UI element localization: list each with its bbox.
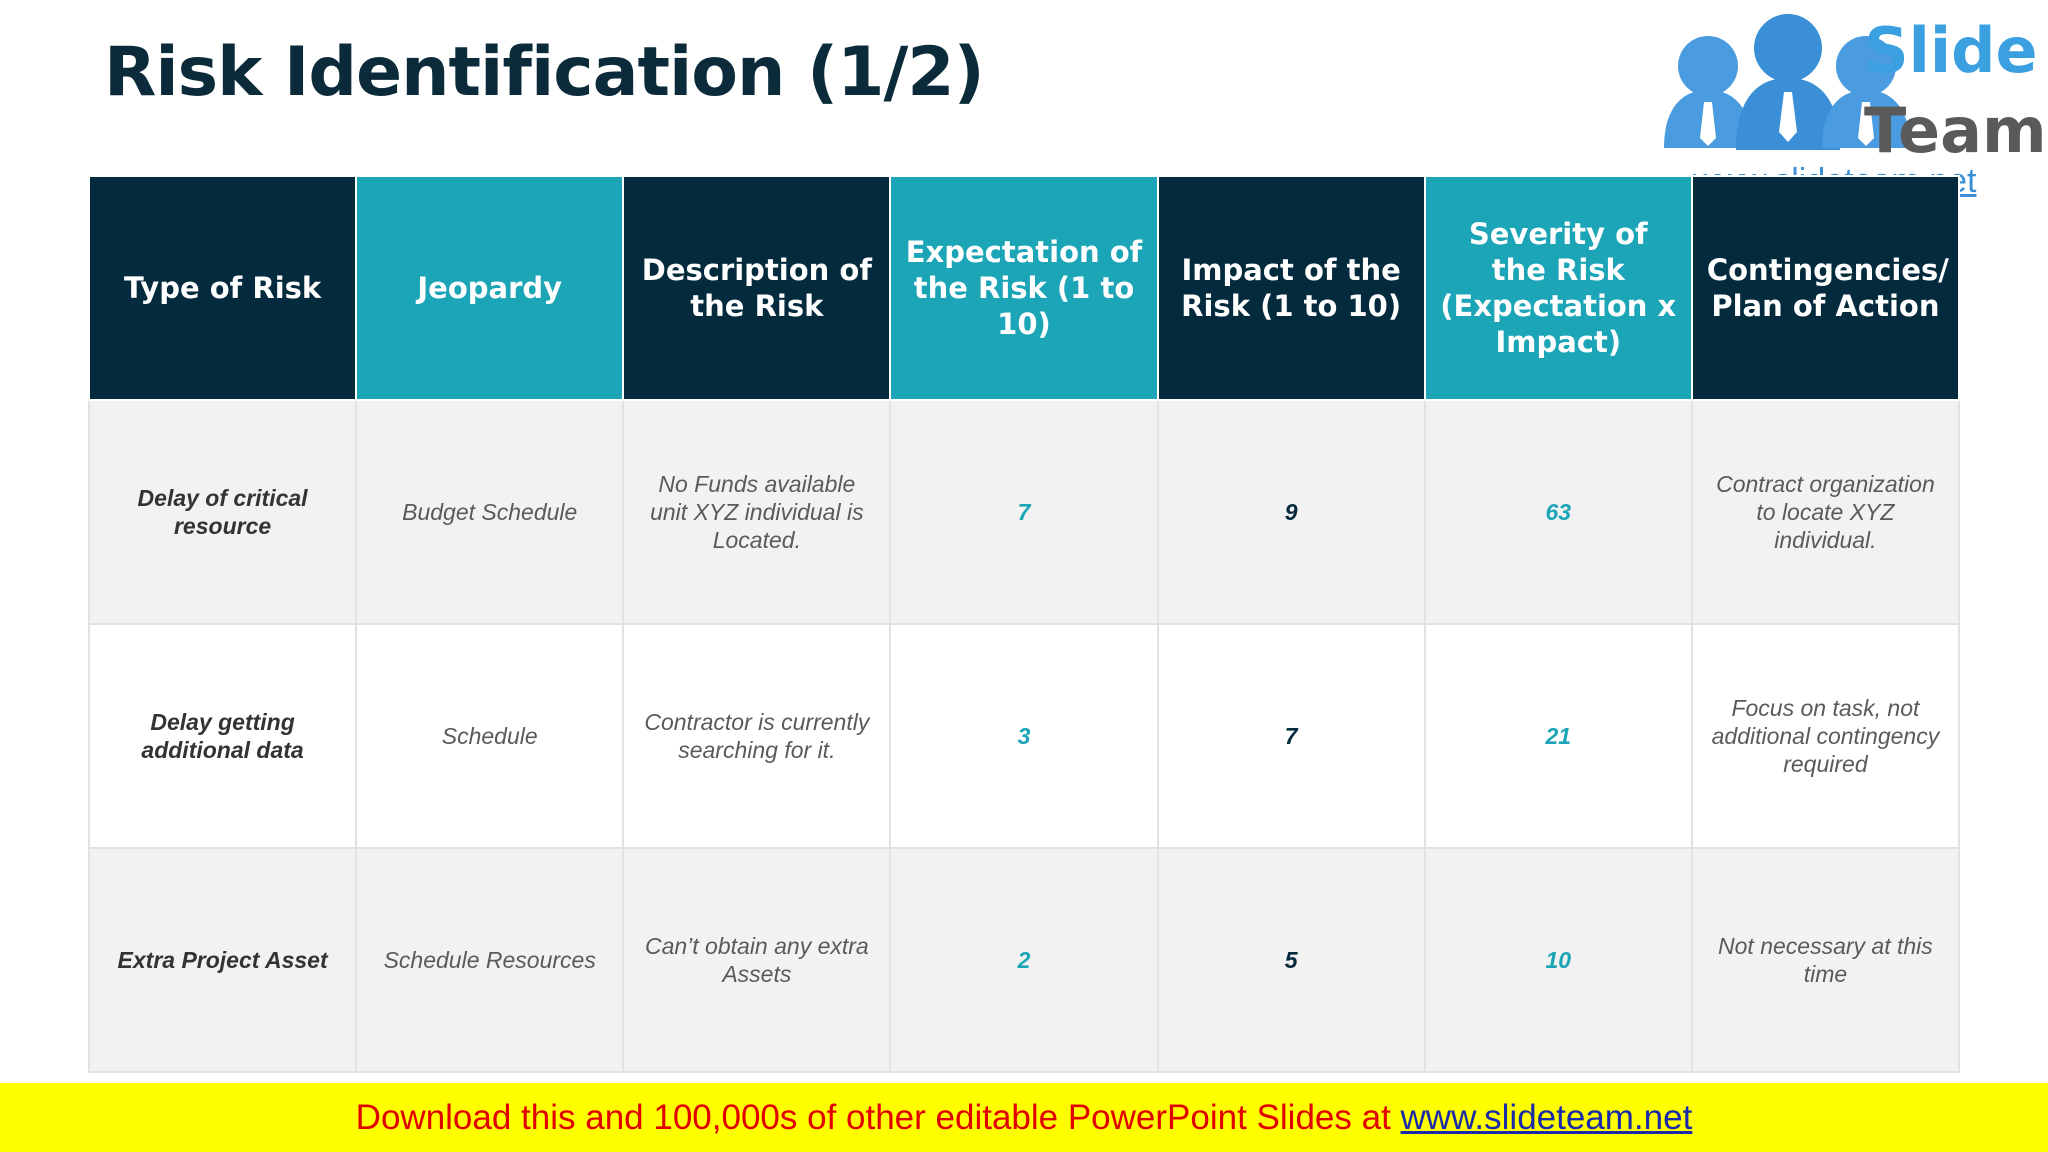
header-impact: Impact of the Risk (1 to 10) [1156, 175, 1426, 401]
cell-contingency: Not necessary at this time [1690, 847, 1961, 1073]
cell-contingency: Focus on task, not additional contingenc… [1690, 623, 1961, 849]
slideteam-logo: Slide Team [1664, 14, 2047, 167]
download-banner: Download this and 100,000s of other edit… [0, 1083, 2048, 1152]
header-severity: Severity of the Risk (Expectation x Impa… [1423, 175, 1693, 401]
header-expectation: Expectation of the Risk (1 to 10) [889, 175, 1159, 401]
cell-severity: 10 [1423, 847, 1693, 1073]
cell-description: No Funds available unit XYZ individual i… [622, 399, 892, 625]
people-icon [1664, 14, 1910, 150]
cell-expectation: 3 [889, 623, 1159, 849]
cell-type: Delay getting additional data [87, 623, 358, 849]
cell-expectation: 7 [889, 399, 1159, 625]
risk-table: Type of Risk Jeopardy Description of the… [87, 175, 1961, 1073]
cell-description: Can’t obtain any extra Assets [622, 847, 892, 1073]
table-row: Extra Project Asset Schedule Resources C… [87, 847, 1961, 1073]
cell-contingency: Contract organization to locate XYZ indi… [1690, 399, 1961, 625]
table-row: Delay of critical resource Budget Schedu… [87, 399, 1961, 625]
cell-impact: 9 [1156, 399, 1426, 625]
header-type-of-risk: Type of Risk [87, 175, 358, 401]
cell-description: Contractor is currently searching for it… [622, 623, 892, 849]
cell-expectation: 2 [889, 847, 1159, 1073]
page-title: Risk Identification (1/2) [104, 33, 985, 112]
table-row: Delay getting additional data Schedule C… [87, 623, 1961, 849]
cell-jeopardy: Schedule Resources [355, 847, 625, 1073]
cell-impact: 7 [1156, 623, 1426, 849]
download-banner-link[interactable]: www.slideteam.net [1400, 1098, 1693, 1137]
cell-type: Extra Project Asset [87, 847, 358, 1073]
cell-type: Delay of critical resource [87, 399, 358, 625]
logo-word-slide: Slide [1864, 14, 2038, 87]
cell-jeopardy: Budget Schedule [355, 399, 625, 625]
cell-severity: 63 [1423, 399, 1693, 625]
cell-jeopardy: Schedule [355, 623, 625, 849]
table-header-row: Type of Risk Jeopardy Description of the… [87, 175, 1961, 401]
cell-impact: 5 [1156, 847, 1426, 1073]
header-jeopardy: Jeopardy [355, 175, 625, 401]
header-description: Description of the Risk [622, 175, 892, 401]
download-banner-text: Download this and 100,000s of other edit… [355, 1098, 1401, 1137]
cell-severity: 21 [1423, 623, 1693, 849]
logo-word-team: Team [1864, 94, 2047, 167]
header-contingencies: Contingencies/ Plan of Action [1690, 175, 1961, 401]
